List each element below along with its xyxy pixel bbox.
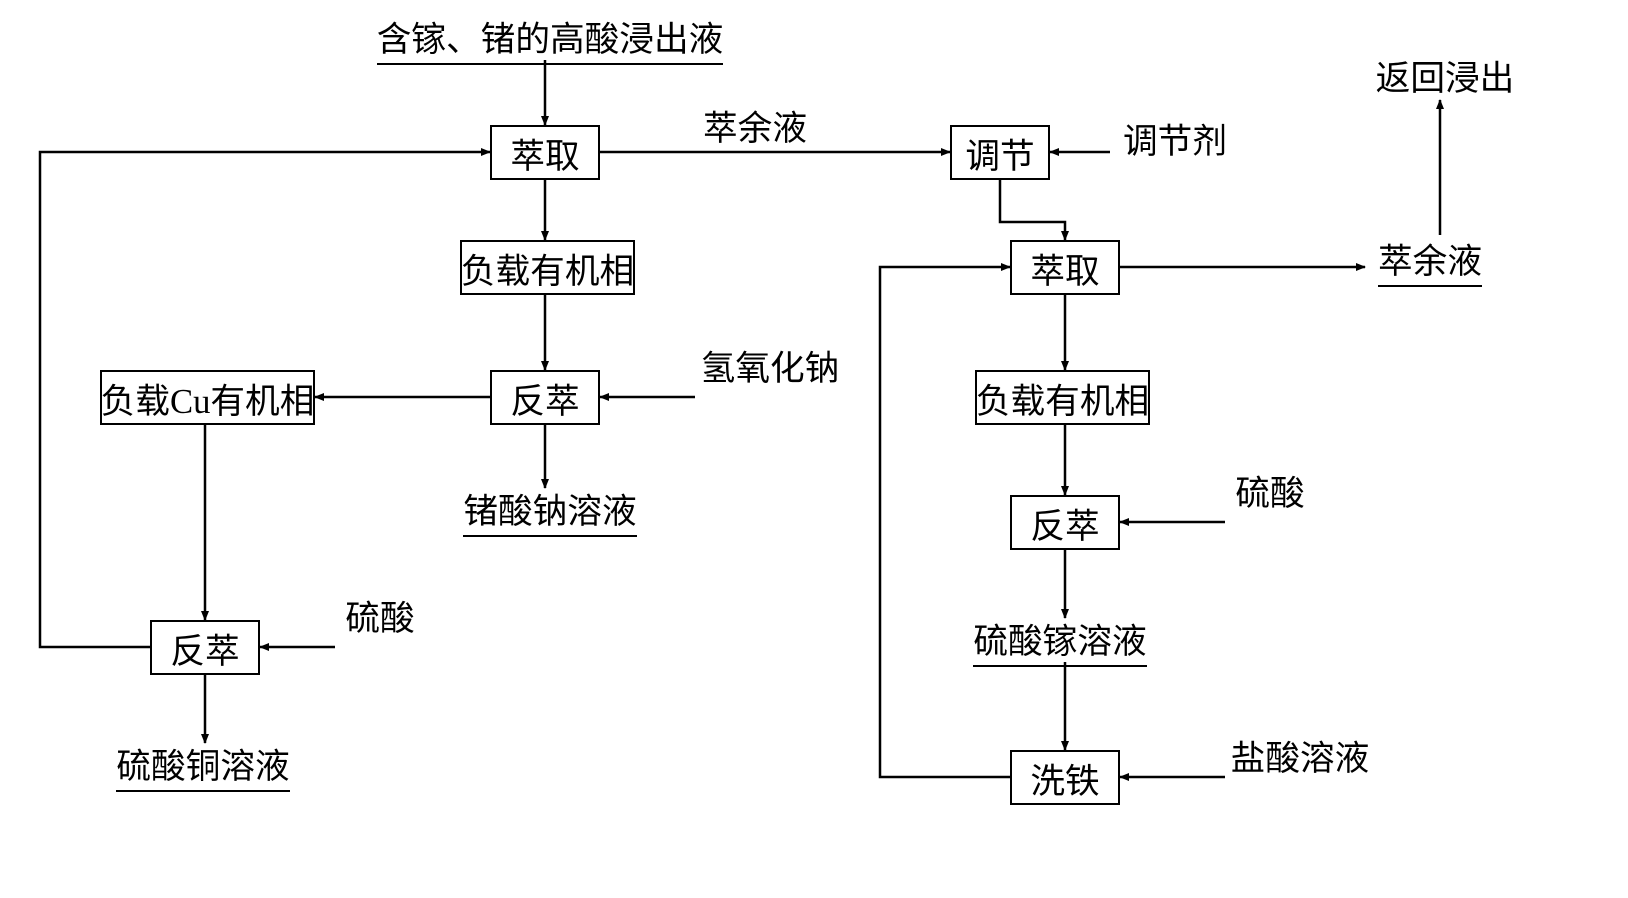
node-h2so4_lbl_l: 硫酸 [340,595,420,635]
node-label: 锗酸钠溶液 [463,483,636,537]
node-loaded_org2: 负载有机相 [975,370,1150,425]
node-label: 硫酸 [1235,465,1304,515]
node-loaded_org1: 负载有机相 [460,240,635,295]
node-label: 调节剂 [1123,113,1227,163]
node-label: 氢氧化钠 [701,340,840,390]
node-extract1: 萃取 [490,125,600,180]
node-strip1: 反萃 [490,370,600,425]
node-label: 洗铁 [1030,753,1099,803]
node-label: 负载Cu有机相 [101,373,315,423]
node-extract2: 萃取 [1010,240,1120,295]
node-cu_sulfate: 硫酸铜溶液 [118,745,288,785]
node-wash_fe: 洗铁 [1010,750,1120,805]
node-label: 萃余液 [703,100,807,150]
node-label: 含镓、锗的高酸浸出液 [377,11,724,65]
node-label: 负载有机相 [461,243,634,293]
node-label: 硫酸 [345,590,414,640]
edge-wash_fe-to-extract2 [880,267,1010,777]
node-label: 调节 [965,128,1034,178]
node-input_top: 含镓、锗的高酸浸出液 [370,18,730,58]
node-na_germanate: 锗酸钠溶液 [465,490,635,530]
node-raffinate2: 萃余液 [1370,240,1490,280]
node-adjust: 调节 [950,125,1050,180]
node-strip3: 反萃 [150,620,260,675]
node-label: 硫酸铜溶液 [116,738,289,792]
node-hcl_lbl: 盐酸溶液 [1230,735,1370,775]
node-regulator_lbl: 调节剂 [1120,118,1230,158]
node-label: 盐酸溶液 [1231,730,1370,780]
node-label: 反萃 [1030,498,1099,548]
node-label: 反萃 [170,623,239,673]
node-label: 返回浸出 [1376,50,1515,100]
node-label: 反萃 [510,373,579,423]
node-h2so4_lbl_r: 硫酸 [1230,470,1310,510]
node-label: 萃余液 [1378,233,1482,287]
node-strip2: 反萃 [1010,495,1120,550]
node-loaded_cu: 负载Cu有机相 [100,370,315,425]
node-label: 萃取 [510,128,579,178]
node-return_leach: 返回浸出 [1370,55,1520,95]
node-ga_sulfate: 硫酸镓溶液 [975,620,1145,660]
node-naoh_lbl: 氢氧化钠 [700,345,840,385]
node-raffinate1_lbl: 萃余液 [700,105,810,145]
node-label: 负载有机相 [976,373,1149,423]
node-label: 硫酸镓溶液 [973,613,1146,667]
edge-adjust-to-extract2 [1000,180,1065,240]
node-label: 萃取 [1030,243,1099,293]
